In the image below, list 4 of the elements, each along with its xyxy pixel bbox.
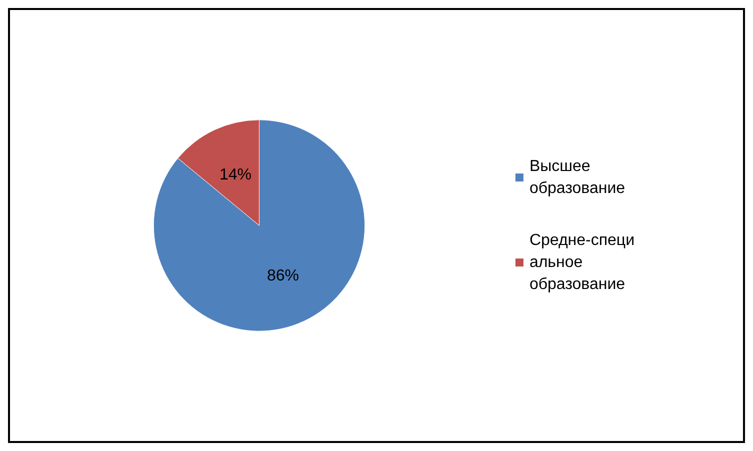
data-label: 14%: [219, 166, 252, 184]
legend-label: Высшее образование: [529, 158, 626, 197]
data-label: 86%: [266, 267, 299, 284]
legend-label: Средне-специальное образование: [529, 232, 635, 293]
